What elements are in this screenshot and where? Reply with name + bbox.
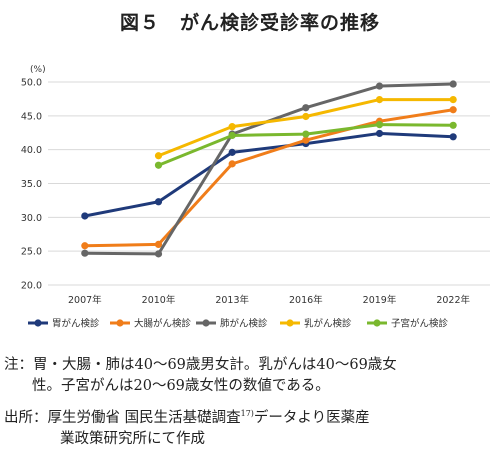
source-reference: 17) <box>240 409 254 418</box>
note-line-1: 注：胃・大腸・肺は40～69歳男女計。乳がんは40～69歳女 <box>4 357 397 373</box>
source-line-1: 出所：厚生労働省 国民生活基礎調査 <box>4 409 241 426</box>
x-tick-label: 2013年 <box>215 294 249 306</box>
y-tick-label: 45.0 <box>21 111 42 122</box>
legend-item: 乳がん検診 <box>280 318 352 330</box>
x-tick-label: 2016年 <box>289 294 323 306</box>
data-point <box>302 112 310 121</box>
data-point <box>154 152 163 160</box>
legend-swatch-marker <box>373 319 381 327</box>
data-point <box>81 212 89 220</box>
y-tick-label: 35.0 <box>21 179 42 190</box>
series-3 <box>154 95 457 160</box>
legend-label: 大腸がん検診 <box>134 318 192 330</box>
data-point <box>449 133 457 141</box>
legend-label: 子宮がん検診 <box>391 318 449 330</box>
legend-item: 子宮がん検診 <box>367 318 449 330</box>
y-tick-label: 30.0 <box>21 213 42 224</box>
data-point <box>228 148 236 156</box>
grid-lines <box>48 81 490 286</box>
legend-swatch-marker <box>34 319 42 327</box>
data-point <box>154 198 163 206</box>
series-line <box>84 108 454 248</box>
y-tick-label: 20.0 <box>21 281 42 292</box>
legend-item: 大腸がん検診 <box>110 318 192 330</box>
data-point <box>375 95 384 104</box>
series-line <box>84 82 454 256</box>
source-line-1-tail: データより医薬産 <box>253 409 370 426</box>
x-tick-label: 2022年 <box>436 294 470 306</box>
chart-title: 図５ がん検診受診率の推移 <box>119 12 380 34</box>
series-0 <box>81 129 457 220</box>
data-point <box>228 123 236 131</box>
footnote: 注：胃・大腸・肺は40～69歳男女計。乳がんは40～69歳女 性。子宮がんは20… <box>4 355 496 397</box>
source-note: 出所：厚生労働省 国民生活基礎調査17)データより医薬産 業政策研究所にて作成 <box>4 403 496 450</box>
y-unit-label: (%) <box>30 65 46 75</box>
legend: 胃がん検診 大腸がん検診 肺がん検診 乳がん検診 子宮がん検診 <box>28 318 449 330</box>
legend-label: 肺がん検診 <box>220 318 268 330</box>
legend-swatch-marker <box>116 319 124 327</box>
legend-item: 肺がん検診 <box>196 318 268 330</box>
data-point <box>154 240 163 248</box>
data-point <box>449 80 457 88</box>
y-tick-label: 50.0 <box>21 78 42 89</box>
data-point <box>302 130 310 138</box>
legend-label: 胃がん検診 <box>52 318 100 330</box>
series-4 <box>154 121 457 169</box>
y-tick-label: 40.0 <box>21 145 42 156</box>
data-point <box>449 106 457 114</box>
x-tick-label: 2010年 <box>142 294 176 306</box>
legend-swatch-marker <box>202 319 210 327</box>
x-tick-label: 2007年 <box>68 294 102 306</box>
legend-swatch-marker <box>286 319 294 327</box>
y-tick-label: 25.0 <box>21 247 42 258</box>
data-point <box>302 104 310 112</box>
series-1 <box>81 106 457 250</box>
data-point <box>449 95 457 104</box>
data-point <box>228 160 236 168</box>
data-point <box>375 121 384 129</box>
y-axis-ticks: 20.0 25.0 30.0 35.0 40.0 45.0 50.0 <box>21 78 42 292</box>
note-line-2: 性。子宮がんは20～69歳女性の数値である。 <box>32 378 330 394</box>
data-point <box>154 250 163 258</box>
line-chart: (%) 20.025.030.035.040.045.050.0 2007年 20… <box>21 65 490 330</box>
series-2 <box>81 80 457 258</box>
data-point <box>375 129 384 138</box>
data-point <box>449 121 457 129</box>
data-point <box>228 131 236 140</box>
data-point <box>375 82 384 90</box>
legend-item: 胃がん検診 <box>28 318 100 330</box>
series-lines <box>81 80 457 258</box>
data-point <box>81 249 89 257</box>
legend-label: 乳がん検診 <box>304 318 352 330</box>
x-axis-ticks: 2007年 2010年 2013年 2016年 2019年 2022年 <box>68 294 471 306</box>
series-line <box>84 131 454 218</box>
data-point <box>302 136 310 144</box>
x-tick-label: 2019年 <box>363 294 397 306</box>
source-line-2: 業政策研究所にて作成 <box>60 430 205 447</box>
data-point <box>81 242 89 250</box>
data-point <box>154 161 163 169</box>
